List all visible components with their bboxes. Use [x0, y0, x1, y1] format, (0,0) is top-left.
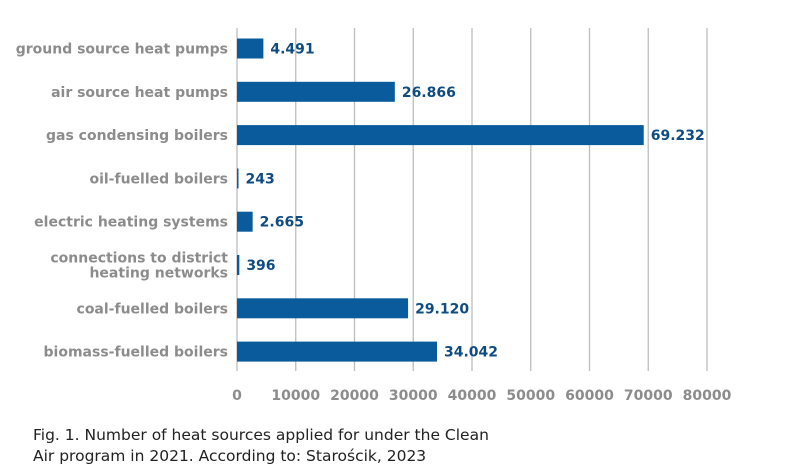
- x-tick-label: 80000: [683, 388, 732, 404]
- x-tick-label: 60000: [565, 388, 614, 404]
- value-label: 26.866: [402, 85, 456, 101]
- category-label: biomass-fuelled boilers: [44, 345, 228, 361]
- value-label: 2.665: [260, 215, 304, 231]
- figure-caption: Fig. 1. Number of heat sources applied f…: [33, 425, 553, 467]
- bar: [237, 255, 240, 275]
- x-axis-tick-labels: 0 10000 20000 30000 40000 50000 60000 70000 8000…: [232, 388, 731, 404]
- value-label: 396: [246, 258, 275, 274]
- value-labels: 4.491 26.866 69.232 243 2.665 396 29.120 34.042: [246, 42, 705, 361]
- category-label: ground source heat pumps: [16, 42, 228, 58]
- bar: [237, 211, 253, 232]
- x-tick-label: 30000: [389, 388, 438, 404]
- category-label: electric heating systems: [34, 215, 228, 231]
- value-label: 243: [246, 171, 275, 187]
- category-label: gas condensing boilers: [46, 128, 228, 144]
- category-labels: ground source heat pumps air source heat …: [16, 42, 229, 361]
- value-label: 69.232: [651, 128, 705, 144]
- category-label: connections to district heating networks: [50, 251, 228, 282]
- caption-line-1: Fig. 1. Number of heat sources applied f…: [33, 426, 489, 444]
- bar: [237, 38, 264, 59]
- bar: [237, 125, 644, 146]
- bars: [237, 38, 644, 362]
- grid-lines: [236, 28, 708, 371]
- x-tick-label: 10000: [271, 388, 320, 404]
- value-label: 34.042: [444, 345, 498, 361]
- value-label: 4.491: [270, 42, 314, 58]
- x-tick-label: 50000: [506, 388, 555, 404]
- bar-chart: ground source heat pumps air source heat …: [16, 28, 732, 404]
- category-label: oil-fuelled boilers: [89, 171, 228, 187]
- x-tick-label: 0: [232, 388, 242, 404]
- x-tick-label: 70000: [624, 388, 673, 404]
- bar: [237, 168, 239, 189]
- x-tick-label: 20000: [330, 388, 379, 404]
- x-tick-label: 40000: [448, 388, 497, 404]
- category-label: air source heat pumps: [51, 85, 228, 101]
- bar: [237, 81, 395, 102]
- bar: [237, 298, 409, 319]
- bar: [237, 341, 437, 362]
- category-label: coal-fuelled boilers: [77, 301, 228, 317]
- caption-line-2: Air program in 2021. According to: Staro…: [33, 447, 427, 465]
- value-label: 29.120: [415, 301, 469, 317]
